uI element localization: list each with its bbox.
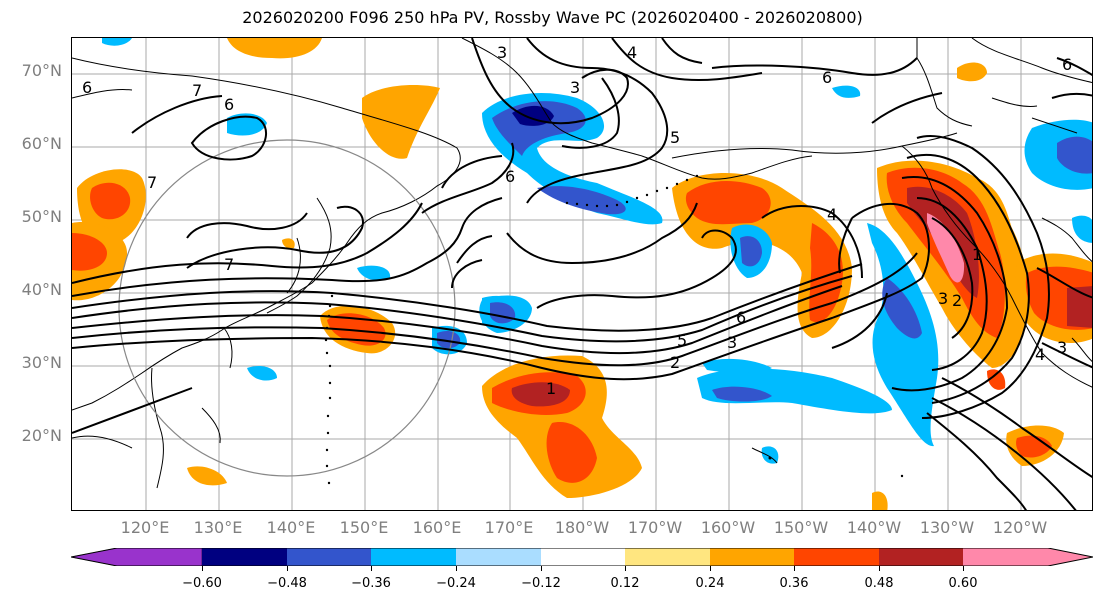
colorbar-tick-label: 0.60 bbox=[948, 576, 978, 591]
contour-label: 2 bbox=[952, 291, 962, 310]
colorbar-tick-label: −0.60 bbox=[182, 576, 222, 591]
colorbar-segment bbox=[71, 548, 203, 566]
lat-label: 40°N bbox=[21, 280, 62, 299]
lat-label: 70°N bbox=[21, 61, 62, 80]
colorbar-segment bbox=[710, 548, 794, 566]
contour-label: 6 bbox=[1062, 55, 1072, 74]
lon-label: 140°W bbox=[846, 518, 902, 537]
colorbar-tick-label: 0.36 bbox=[779, 576, 809, 591]
colorbar-segment bbox=[456, 548, 541, 566]
region-circle bbox=[118, 139, 456, 477]
contour-label: 3 bbox=[1057, 338, 1067, 357]
contour-label-group: 1 2 3 5 6 3 3 4 5 6 6 6 7 7 7 6 4 3 2 1 … bbox=[82, 43, 1072, 398]
colorbar-segment bbox=[794, 548, 879, 566]
colorbar-segment bbox=[879, 548, 963, 566]
colorbar-tick-label: −0.36 bbox=[351, 576, 391, 591]
colorbar-tick-label: −0.48 bbox=[267, 576, 307, 591]
contour-label: 1 bbox=[972, 245, 982, 264]
lat-label: 20°N bbox=[21, 426, 62, 445]
contour-label: 4 bbox=[1035, 345, 1045, 364]
lat-label: 60°N bbox=[21, 134, 62, 153]
contour-label: 7 bbox=[224, 255, 234, 274]
map-panel: 1 2 3 5 6 3 3 4 5 6 6 6 7 7 7 6 4 3 2 1 … bbox=[71, 37, 1093, 511]
lon-label: 130°E bbox=[193, 518, 243, 537]
lon-label: 170°E bbox=[484, 518, 534, 537]
contour-label: 4 bbox=[627, 43, 637, 62]
contour-label: 3 bbox=[497, 43, 507, 62]
colorbar bbox=[71, 548, 1093, 566]
colorbar-tick-label: 0.24 bbox=[695, 576, 725, 591]
contour-label: 5 bbox=[677, 331, 687, 350]
island-dots bbox=[324, 174, 904, 485]
contour-label: 3 bbox=[938, 289, 948, 308]
colorbar-tick-label: 0.48 bbox=[864, 576, 894, 591]
colorbar-segment bbox=[202, 548, 287, 566]
colorbar-segment bbox=[963, 548, 1093, 566]
pv-contours bbox=[72, 38, 1092, 510]
lon-label: 170°W bbox=[627, 518, 683, 537]
contour-label: 7 bbox=[192, 81, 202, 100]
contour-label: 6 bbox=[82, 78, 92, 97]
lon-label: 150°E bbox=[339, 518, 389, 537]
contour-label: 6 bbox=[736, 308, 746, 327]
lon-label: 120°E bbox=[120, 518, 170, 537]
contour-label: 6 bbox=[822, 68, 832, 87]
colorbar-segment bbox=[371, 548, 456, 566]
contour-label: 1 bbox=[546, 379, 556, 398]
colorbar-tick-label: −0.24 bbox=[436, 576, 476, 591]
contour-label: 3 bbox=[727, 333, 737, 352]
colorbar-segment bbox=[287, 548, 371, 566]
lat-label: 30°N bbox=[21, 353, 62, 372]
lon-label: 160°W bbox=[700, 518, 756, 537]
lon-label: 160°E bbox=[412, 518, 462, 537]
lon-label: 150°W bbox=[773, 518, 829, 537]
lon-label: 130°W bbox=[919, 518, 975, 537]
colorbar-tick-label: −0.12 bbox=[521, 576, 561, 591]
lon-label: 140°E bbox=[266, 518, 316, 537]
contour-label: 7 bbox=[147, 173, 157, 192]
colorbar-segment bbox=[541, 548, 625, 566]
lon-label: 180°W bbox=[554, 518, 610, 537]
contour-label: 6 bbox=[224, 95, 234, 114]
lon-label: 120°W bbox=[992, 518, 1048, 537]
lat-label: 50°N bbox=[21, 207, 62, 226]
map-svg: 1 2 3 5 6 3 3 4 5 6 6 6 7 7 7 6 4 3 2 1 … bbox=[72, 38, 1092, 510]
contour-label: 4 bbox=[827, 205, 837, 224]
contour-label: 3 bbox=[570, 78, 580, 97]
figure-title: 2026020200 F096 250 hPa PV, Rossby Wave … bbox=[242, 8, 863, 27]
colorbar-tick-label: 0.12 bbox=[610, 576, 640, 591]
contour-label: 2 bbox=[670, 353, 680, 372]
colorbar-segment bbox=[625, 548, 710, 566]
contour-label: 5 bbox=[670, 128, 680, 147]
contour-label: 6 bbox=[505, 167, 515, 186]
